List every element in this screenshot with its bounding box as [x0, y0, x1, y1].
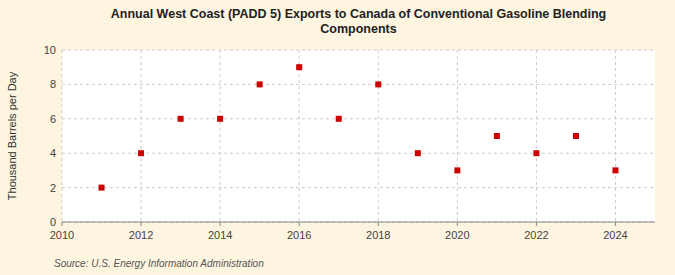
x-tick-label: 2016	[287, 229, 311, 241]
point	[99, 185, 105, 191]
point	[375, 81, 381, 87]
y-tick-label: 4	[50, 147, 56, 159]
x-axis-line	[62, 222, 655, 223]
title: Annual West Coast (PADD 5) Exports to Ca…	[111, 7, 606, 36]
x-tick	[378, 222, 379, 226]
x-tick	[536, 222, 537, 226]
grid-line-y	[62, 187, 655, 188]
point	[533, 150, 539, 156]
grid-line-x	[457, 50, 458, 222]
grid-line-x	[62, 50, 63, 222]
x-tick-label: 2012	[129, 229, 153, 241]
y-tick-label: 10	[44, 44, 56, 56]
y-tick-label: 6	[50, 113, 56, 125]
point	[415, 150, 421, 156]
background	[0, 0, 675, 275]
grid-line-x	[615, 50, 616, 222]
x-tick	[615, 222, 616, 226]
source-note: Source: U.S. Energy Information Administ…	[54, 258, 264, 269]
y-axis-label: Thousand Barrels per Day	[6, 71, 18, 200]
grid-line-x	[141, 50, 142, 222]
grid-line-y	[62, 118, 655, 119]
y-tick-label: 8	[50, 78, 56, 90]
x-tick	[299, 222, 300, 226]
x-tick-label: 2022	[524, 229, 548, 241]
y-tick-label: 0	[50, 216, 56, 228]
grid-line-x	[220, 50, 221, 222]
grid	[62, 50, 655, 222]
grid-line-x	[536, 50, 537, 222]
plot-background	[62, 50, 655, 222]
x-tick	[62, 222, 63, 226]
x-tick	[457, 222, 458, 226]
x-tick-label: 2020	[445, 229, 469, 241]
grid-line-x	[378, 50, 379, 222]
x-tick-label: 2024	[603, 229, 627, 241]
point	[612, 167, 618, 173]
y-tick-label: 2	[50, 182, 56, 194]
x-tick-label: 2014	[208, 229, 232, 241]
x-tick-label: 2018	[366, 229, 390, 241]
point	[178, 116, 184, 122]
point	[573, 133, 579, 139]
grid-line-y	[62, 84, 655, 85]
point	[257, 81, 263, 87]
x-tick	[220, 222, 221, 226]
grid-line-y	[62, 222, 655, 223]
x-tick	[141, 222, 142, 226]
point	[217, 116, 223, 122]
point	[494, 133, 500, 139]
point	[336, 116, 342, 122]
chart: Annual West Coast (PADD 5) Exports to Ca…	[0, 0, 675, 275]
point	[296, 64, 302, 70]
x-tick-label: 2010	[50, 229, 74, 241]
grid-line-y	[62, 50, 655, 51]
point	[454, 167, 460, 173]
grid-line-y	[62, 153, 655, 154]
grid-line-x	[299, 50, 300, 222]
points	[99, 64, 619, 190]
point	[138, 150, 144, 156]
chart-container: Annual West Coast (PADD 5) Exports to Ca…	[0, 0, 675, 275]
